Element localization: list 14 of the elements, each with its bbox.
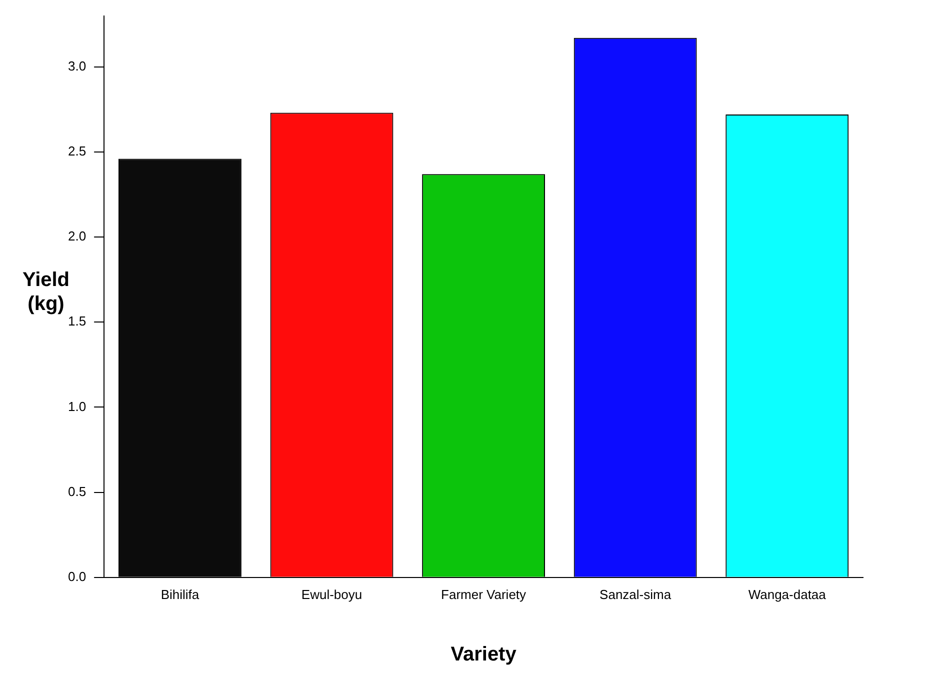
- y-tick-label: 2.0: [68, 228, 86, 244]
- x-axis-title: Variety: [450, 644, 518, 666]
- y-tick-label: 1.0: [68, 398, 86, 414]
- y-tick-label: 0.5: [68, 484, 86, 499]
- y-tick-label: 1.5: [68, 314, 86, 329]
- x-tick-label: Bihilifa: [160, 586, 200, 602]
- x-tick-label: Ewul-boyu: [301, 586, 362, 602]
- y-tick-label: 3.0: [68, 58, 86, 74]
- y-tick-label: 0.0: [68, 568, 86, 584]
- y-tick-label: 2.5: [68, 144, 86, 159]
- y-axis-title: Yield (kg): [22, 269, 70, 315]
- x-tick-label: Sanzal-sima: [600, 586, 672, 602]
- x-tick-label: Farmer Variety: [441, 586, 527, 602]
- x-tick-label: Wanga-dataa: [748, 586, 827, 602]
